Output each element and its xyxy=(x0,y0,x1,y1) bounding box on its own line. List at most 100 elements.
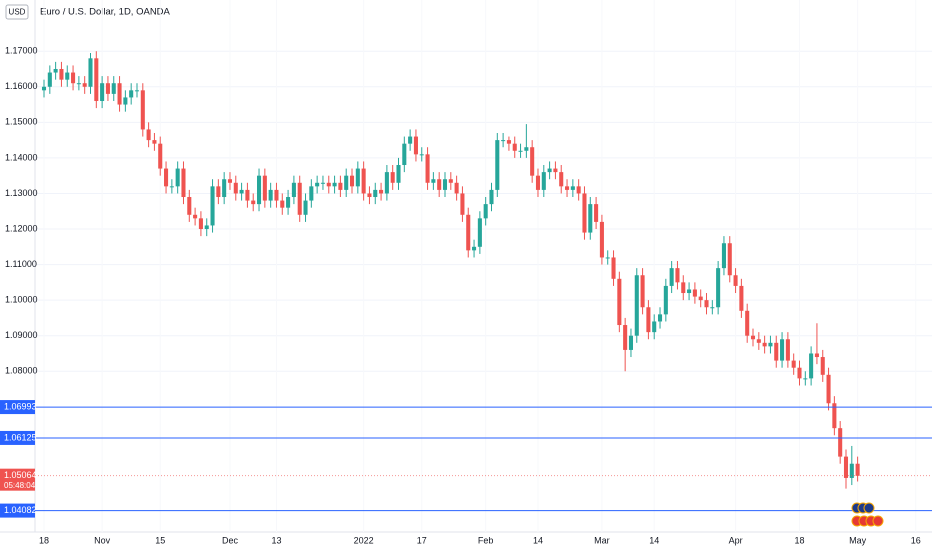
x-tick-label: Dec xyxy=(222,535,239,545)
candle-body xyxy=(733,275,738,286)
y-tick-label: 1.17000 xyxy=(5,46,38,56)
candle-body xyxy=(256,175,262,205)
candle-body xyxy=(274,189,279,201)
candle-body xyxy=(123,97,128,105)
candle-body xyxy=(413,136,418,155)
candle-body xyxy=(460,193,465,215)
candle-body xyxy=(843,456,849,478)
candle-body xyxy=(565,186,570,190)
event-icon[interactable] xyxy=(863,502,875,514)
candle-body xyxy=(849,463,854,478)
candle-body xyxy=(326,182,331,187)
candle-body xyxy=(233,182,238,194)
candle-body xyxy=(466,214,471,251)
candle-body xyxy=(53,68,58,73)
candle-body xyxy=(338,182,343,190)
candle-body xyxy=(297,182,302,215)
candle-body xyxy=(501,140,506,142)
candle-body xyxy=(315,182,320,187)
candle-body xyxy=(408,136,413,144)
candle-body xyxy=(355,168,360,187)
candle-body xyxy=(628,335,633,350)
event-icon[interactable] xyxy=(872,515,884,527)
candle-body xyxy=(210,186,215,226)
currency-button[interactable] xyxy=(5,4,29,20)
candle-body xyxy=(814,353,819,358)
candle-body xyxy=(553,168,558,173)
candle-body xyxy=(193,214,198,219)
candle-body xyxy=(547,168,552,173)
candle-body xyxy=(762,342,767,347)
candle-body xyxy=(489,189,494,205)
candle-body xyxy=(530,147,535,176)
x-tick-label: 18 xyxy=(794,535,804,545)
y-tick-label: 1.12000 xyxy=(5,223,38,233)
candle-body xyxy=(838,428,843,457)
horizontal-line-label: 1.06125 xyxy=(4,432,37,442)
y-tick-label: 1.13000 xyxy=(5,188,38,198)
candle-body xyxy=(88,58,93,87)
countdown-label: 05:48:04 xyxy=(4,481,36,490)
candle-body xyxy=(349,175,355,187)
candle-body xyxy=(431,179,436,183)
candle-body xyxy=(65,72,70,80)
candle-body xyxy=(181,168,186,198)
candle-body xyxy=(692,289,697,297)
candle-body xyxy=(832,403,837,429)
candle-body xyxy=(47,72,52,87)
candle-body xyxy=(750,335,756,340)
candle-body xyxy=(483,204,488,219)
candle-body xyxy=(512,143,517,151)
candle-body xyxy=(146,129,151,141)
x-tick-label: 14 xyxy=(649,535,659,545)
candle-body xyxy=(582,193,587,233)
candle-body xyxy=(361,168,366,194)
last-price-label-bg xyxy=(0,468,35,491)
candle-body xyxy=(41,86,47,91)
horizontal-line-label-bg xyxy=(0,430,35,445)
candle-body xyxy=(59,68,64,80)
candle-body xyxy=(134,90,140,92)
candle-body xyxy=(442,179,448,190)
horizontal-line-label-bg xyxy=(0,400,35,415)
candle-body xyxy=(164,168,169,187)
candle-body xyxy=(756,339,761,343)
chart-title: Euro / U.S. Dollar, 1D, OANDA xyxy=(40,7,171,18)
candle-body xyxy=(780,339,785,361)
candle-body xyxy=(739,285,744,311)
candle-body xyxy=(111,83,116,94)
candle-body xyxy=(344,175,349,190)
candle-body xyxy=(588,204,593,233)
candle-body xyxy=(506,140,511,144)
candle-body xyxy=(745,310,750,336)
y-tick-label: 1.10000 xyxy=(5,295,38,305)
candle-body xyxy=(198,218,203,230)
candle-body xyxy=(640,275,645,308)
y-tick-label: 1.15000 xyxy=(5,117,38,127)
candle-body xyxy=(472,246,477,251)
x-tick-label: 17 xyxy=(417,535,427,545)
candle-body xyxy=(791,360,796,368)
candle-body xyxy=(576,186,581,194)
x-tick-label: 18 xyxy=(39,535,49,545)
candle-body xyxy=(669,268,674,286)
currency-label[interactable]: USD xyxy=(9,8,26,17)
candle-body xyxy=(396,165,401,183)
candle-body xyxy=(169,186,174,188)
candle-body xyxy=(704,300,709,308)
candle-body xyxy=(379,189,384,194)
horizontal-line-label: 1.06993 xyxy=(4,401,37,411)
horizontal-line-label: 1.04082 xyxy=(4,505,37,515)
candle-body xyxy=(280,200,285,208)
candle-body xyxy=(785,339,790,361)
candle-body xyxy=(268,189,273,201)
candle-body xyxy=(286,197,291,208)
x-tick-label: 16 xyxy=(911,535,921,545)
y-tick-label: 1.14000 xyxy=(5,152,38,162)
candle-body xyxy=(820,357,825,375)
candle-body xyxy=(140,90,145,130)
x-tick-label: 2022 xyxy=(354,535,374,545)
candle-body xyxy=(82,83,87,87)
candle-body xyxy=(175,168,180,187)
